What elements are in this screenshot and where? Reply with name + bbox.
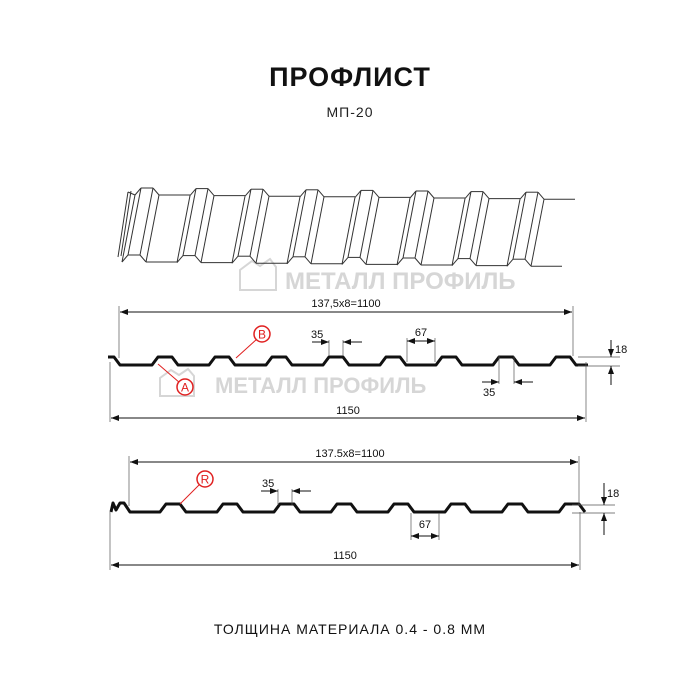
profile-r-line — [109, 501, 587, 514]
watermark-top: МЕТАЛЛ ПРОФИЛЬ — [239, 257, 516, 295]
sheet-rib-line — [152, 187, 160, 196]
sheet-rib-line — [304, 189, 319, 257]
sheet-3d-view — [117, 187, 575, 267]
sheet-rib-line — [304, 256, 312, 265]
marker-b-label: B — [258, 328, 266, 342]
pitch-label: 137.5x8=1100 — [315, 448, 384, 460]
sheet-rib-line — [365, 197, 380, 265]
sheet-rib-line — [469, 191, 484, 259]
sheet-rib-line — [506, 199, 521, 267]
sheet-rib-line — [341, 197, 356, 265]
sheet-rib-line — [396, 197, 411, 266]
valley-width-label: 35 — [483, 387, 495, 399]
material-thickness-note: ТОЛЩИНА МАТЕРИАЛА 0.4 - 0.8 ММ — [213, 621, 487, 637]
sheet-rib-line — [176, 255, 184, 263]
sheet-rib-line — [244, 188, 252, 197]
crest-width-label: 35 — [262, 478, 274, 490]
sheet-rib-line — [249, 255, 257, 264]
sheet-rib-line — [134, 187, 142, 196]
sheet-rib-line — [409, 190, 417, 199]
sheet-rib-line — [427, 190, 435, 199]
sheet-rib-line — [469, 258, 477, 266]
sheet-rib-line — [117, 191, 129, 258]
sheet-rib-line — [359, 257, 367, 265]
sheet-rib-line — [249, 189, 264, 257]
sheet-rib-line — [127, 191, 136, 196]
sheet-rib-line — [347, 190, 362, 258]
marker-a — [176, 378, 194, 396]
sheet-rib-line — [506, 258, 514, 267]
sheet-rib-line — [317, 189, 325, 198]
sheet-rib-line — [299, 189, 307, 198]
sheet-rib-line — [464, 191, 472, 199]
sheet-rib-line — [310, 196, 325, 264]
watermark-middle: МЕТАЛЛ ПРОФИЛЬ — [159, 367, 427, 398]
sheet-rib-line — [512, 192, 527, 260]
sheet-rib-line — [396, 257, 404, 266]
sheet-rib-line — [176, 195, 191, 263]
profile-ab-line — [108, 355, 588, 367]
crest-width-label: 35 — [311, 329, 323, 341]
watermark-logo-icon — [239, 257, 277, 291]
sheet-rib-line — [120, 190, 132, 257]
sheet-rib-line — [524, 192, 539, 260]
page-subtitle: МП-20 — [326, 104, 374, 120]
page-title: ПРОФЛИСТ — [269, 62, 431, 92]
sheet-rib-line — [121, 194, 136, 263]
sheet-rib-line — [207, 188, 215, 196]
width-label: 1150 — [333, 550, 357, 562]
sheet-rib-line — [286, 196, 301, 264]
sheet-rib-line — [286, 256, 294, 265]
marker-b — [253, 325, 271, 343]
pitch-label: 137,5x8=1100 — [311, 298, 380, 310]
sheet-rib-line — [372, 190, 380, 198]
sheet-rib-line — [237, 189, 252, 257]
sheet-rib-line — [414, 257, 422, 266]
sheet-rib-line — [457, 191, 472, 259]
sheet-rib-line — [451, 258, 459, 266]
sheet-rib-line — [414, 190, 429, 259]
watermark-text: МЕТАЛЛ ПРОФИЛЬ — [215, 373, 427, 398]
marker-r — [196, 470, 214, 488]
sheet-rib-line — [354, 190, 362, 198]
height-label: 18 — [615, 344, 627, 356]
sheet-rib-line — [402, 190, 417, 259]
sheet-rib-line — [255, 196, 270, 264]
height-label: 18 — [607, 488, 619, 500]
sheet-rib-line — [139, 187, 154, 256]
sheet-rib-line — [231, 196, 246, 264]
sheet-rib-line — [189, 188, 197, 196]
sheet-rib-line — [530, 199, 545, 267]
sheet-rib-line — [519, 191, 527, 200]
marker-a-label: A — [181, 381, 189, 395]
sheet-rib-line — [121, 254, 129, 263]
gap-label: 67 — [419, 519, 431, 531]
sheet-rib-line — [420, 197, 435, 266]
sheet-rib-line — [537, 191, 545, 200]
width-label: 1150 — [336, 405, 360, 417]
sheet-rib-line — [194, 255, 202, 263]
sheet-rib-line — [482, 191, 490, 199]
sheet-rib-line — [145, 194, 160, 263]
sheet-rib-line — [231, 255, 239, 264]
profile-r: 137.5x8=1100 1150 35 67 18 R — [109, 448, 619, 570]
sheet-rib-line — [359, 190, 374, 258]
gap-label: 67 — [415, 327, 427, 339]
sheet-rib-line — [292, 189, 307, 257]
sheet-rib-line — [200, 195, 215, 263]
sheet-rib-line — [475, 198, 490, 266]
watermark-logo-icon — [159, 367, 195, 397]
sheet-rib-line — [127, 187, 142, 256]
sheet-rib-line — [194, 188, 209, 256]
sheet-rib-line — [262, 188, 270, 197]
watermark-text: МЕТАЛЛ ПРОФИЛЬ — [285, 268, 516, 295]
sheet-rib-line — [524, 258, 532, 267]
sheet-rib-line — [139, 254, 147, 263]
sheet-rib-line — [182, 188, 197, 256]
sheet-rib-line — [451, 198, 466, 266]
sheet-rib-line — [341, 257, 349, 265]
marker-r-label: R — [201, 473, 210, 487]
profile-ab: 137,5x8=1100 1150 35 67 35 18 B A — [108, 298, 627, 422]
